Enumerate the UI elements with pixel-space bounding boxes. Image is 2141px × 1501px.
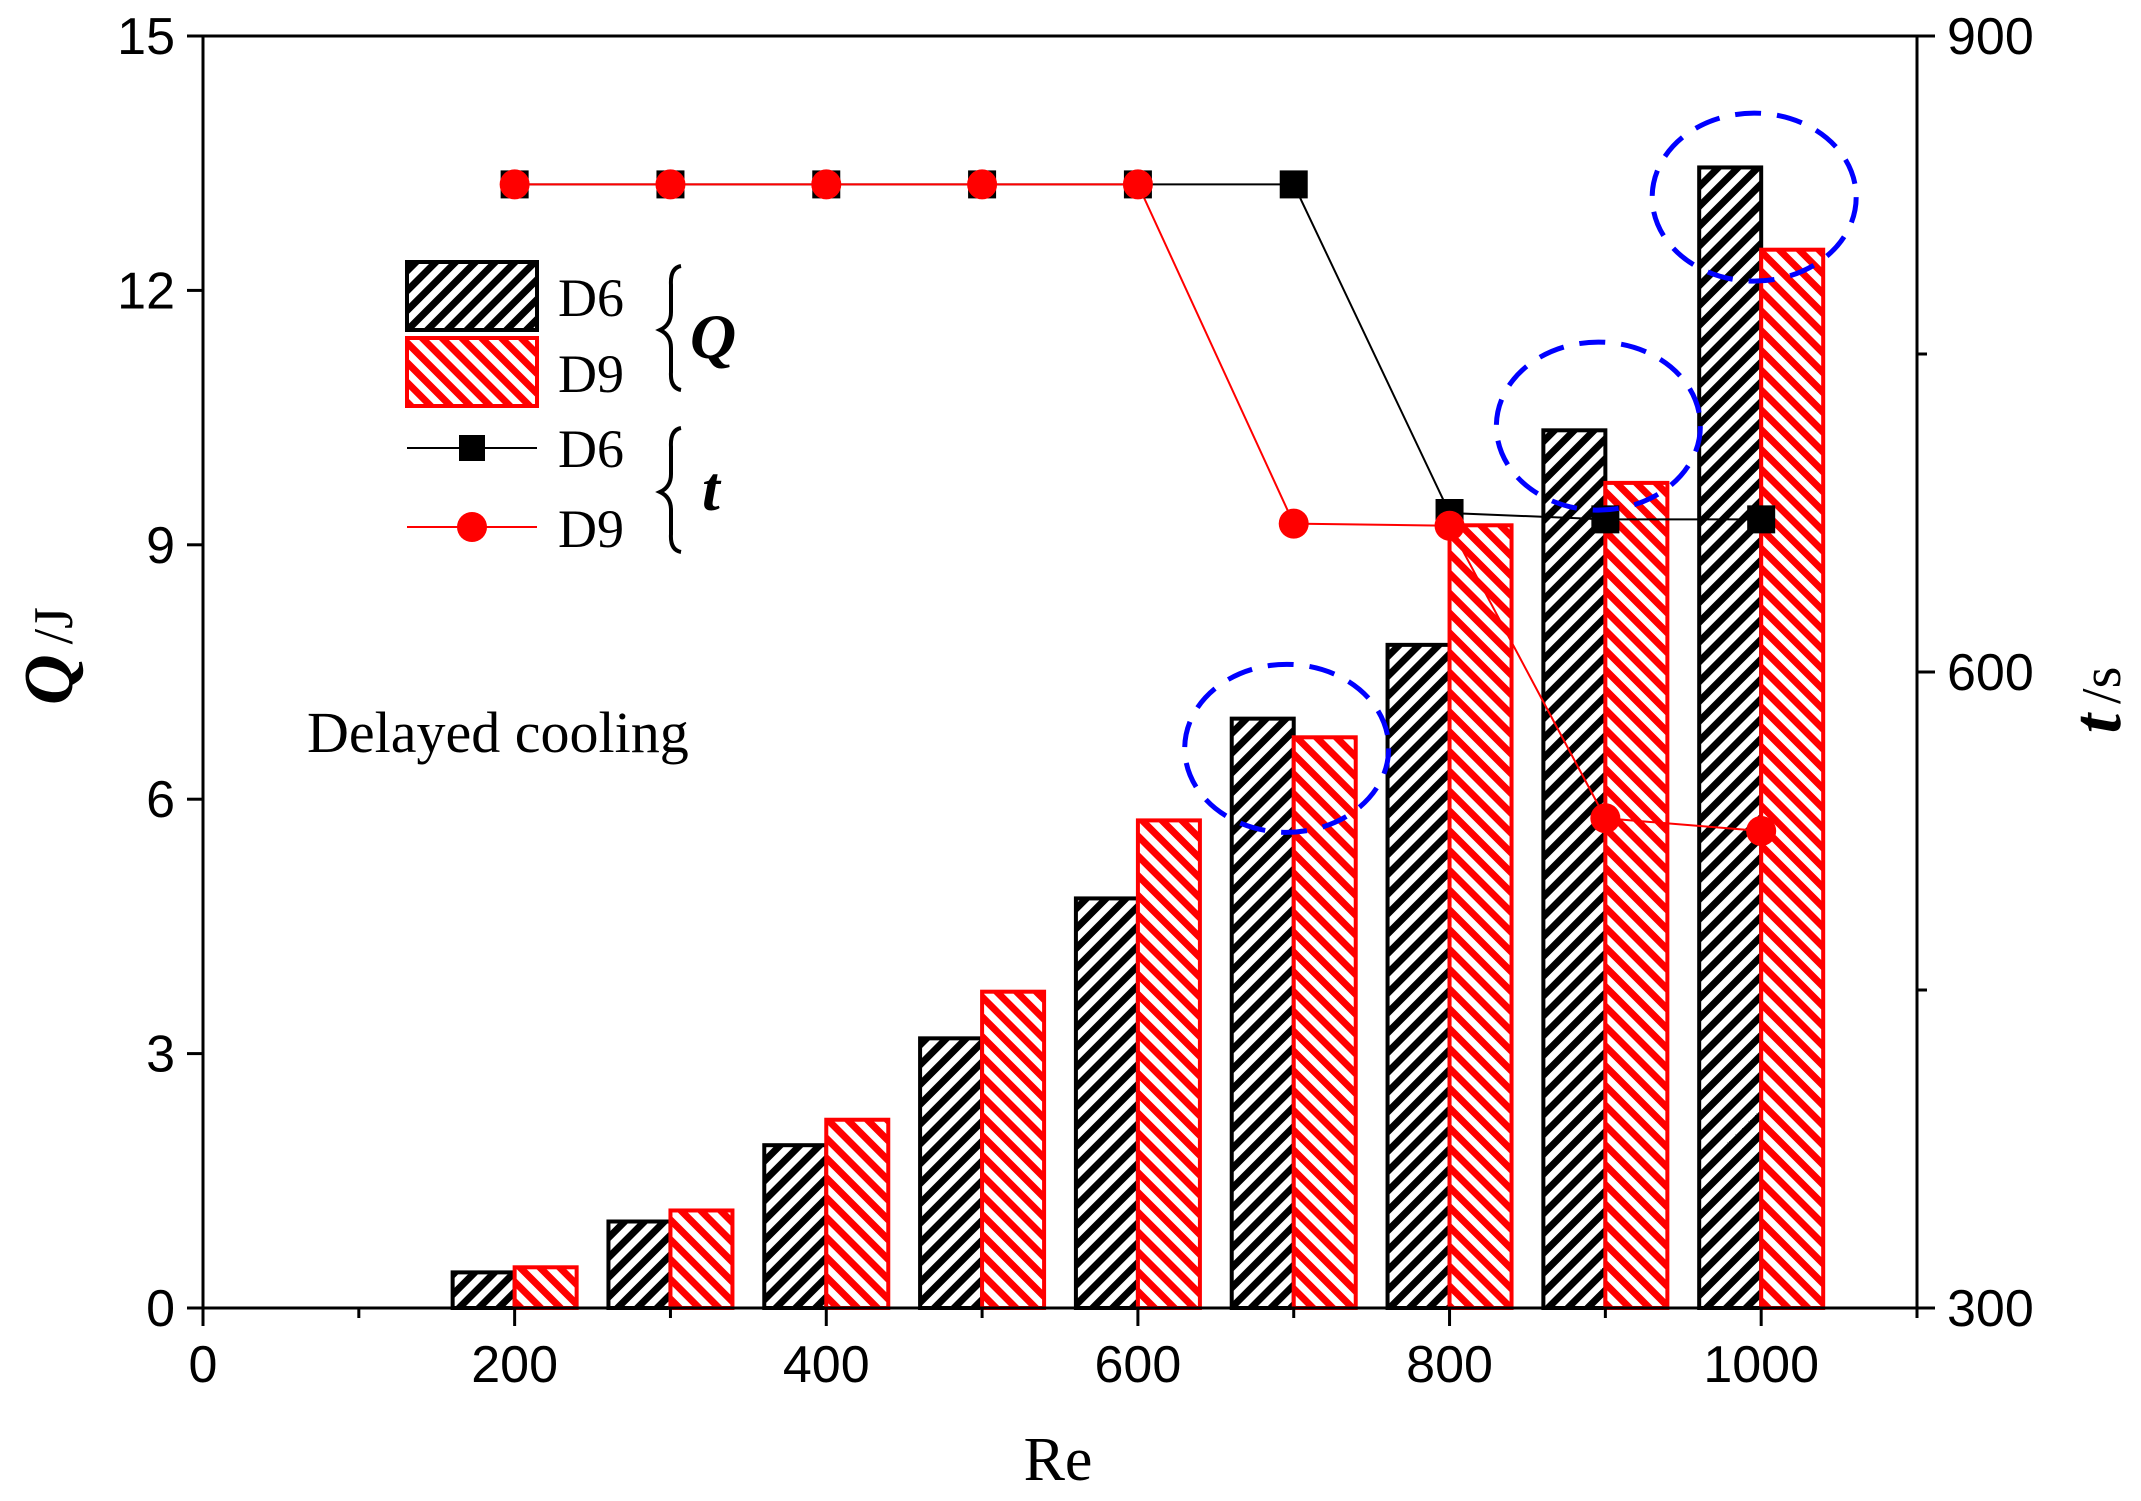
y-left-tick-label-9: 9 [146,517,175,575]
y-left-tick-label-6: 6 [146,771,175,829]
marker-t-d9-600 [1122,169,1153,200]
marker-t-d9-400 [811,169,842,200]
y-right-axis-title: t/s [2059,667,2136,734]
marker-t-d9-800 [1434,510,1465,541]
legend-group-t: t [702,453,722,524]
legend-group-q: Q [690,301,736,372]
marker-t-d9-200 [499,169,530,200]
annotation-text: Delayed cooling [307,700,689,765]
legend-label-d9-line: D9 [558,499,624,559]
marker-t-d9-500 [967,169,998,200]
bar-q-d9-500 [980,989,1047,1310]
legend-label-d6-line: D6 [558,419,624,479]
lines-layer [499,169,1777,846]
bar-q-d6-900 [1541,428,1608,1310]
legend-swatch-d6-bar [405,260,539,332]
y-right-axis-unit: /s [2071,667,2133,704]
y-right-tick-label-300: 300 [1947,1280,2034,1338]
marker-t-d9-300 [655,169,686,200]
x-tick-label-1000: 1000 [1703,1336,1819,1394]
x-tick-label-200: 200 [471,1336,558,1394]
bar-q-d6-700 [1229,716,1296,1310]
y-left-tick-label-15: 15 [117,8,175,66]
x-axis-title: Re [1024,1426,1093,1494]
y-right-axis-symbol: t [2059,711,2136,733]
marker-t-d6-700 [1279,170,1308,199]
bar-q-d9-900 [1603,480,1670,1310]
legend-marker-d9-circle [457,512,487,542]
marker-t-d9-900 [1590,803,1621,834]
y-left-axis-unit: /J [23,607,85,644]
x-tick-label-800: 800 [1406,1336,1493,1394]
highlight-circle-1000 [1649,110,1859,284]
bar-q-d9-600 [1135,818,1202,1311]
x-tick-label-600: 600 [1095,1336,1182,1394]
legend-brace-q [655,264,682,392]
bar-q-d6-600 [1073,896,1140,1311]
bar-q-d6-1000 [1697,165,1764,1311]
y-left-axis-symbol: Q [11,654,88,705]
legend-label-d9-bar: D9 [558,344,624,404]
marker-t-d9-700 [1278,508,1309,539]
highlight-circle-700 [1182,661,1392,835]
y-left-tick-label-12: 12 [117,262,175,320]
tick-labels: 0 200 400 600 800 1000 0 3 6 9 12 15 300 600 900 [117,8,2034,1394]
bar-q-d9-400 [824,1117,891,1311]
bar-q-d6-800 [1385,642,1452,1310]
legend-label-d6-bar: D6 [558,268,624,328]
bar-q-d6-500 [918,1036,985,1311]
x-tick-label-400: 400 [783,1336,870,1394]
bar-q-d6-300 [606,1219,673,1311]
y-left-axis-title: Q/J [11,607,88,705]
bar-q-d6-400 [762,1143,829,1310]
y-left-tick-label-3: 3 [146,1026,175,1084]
axes-layer [187,34,1935,1326]
legend: D6 D9 D6 D9 Q t [405,260,736,559]
bar-q-d9-800 [1447,523,1514,1310]
marker-t-d9-1000 [1746,816,1777,846]
highlight-circle-900 [1493,339,1703,513]
bar-q-d9-700 [1291,735,1358,1310]
x-tick-label-0: 0 [189,1336,218,1394]
bar-q-d9-300 [668,1208,735,1310]
highlight-circles [1182,110,1859,835]
legend-marker-d6-square [459,435,485,461]
y-right-tick-label-600: 600 [1947,644,2034,702]
marker-t-d6-1000 [1747,505,1776,534]
y-left-tick-label-0: 0 [146,1280,175,1338]
legend-swatch-d9-bar [405,336,539,408]
bar-q-d6-200 [450,1270,517,1311]
y-right-tick-label-900: 900 [1947,8,2034,66]
bar-q-d9-200 [512,1265,579,1311]
bar-q-d9-1000 [1759,247,1826,1310]
legend-brace-t [655,426,682,554]
